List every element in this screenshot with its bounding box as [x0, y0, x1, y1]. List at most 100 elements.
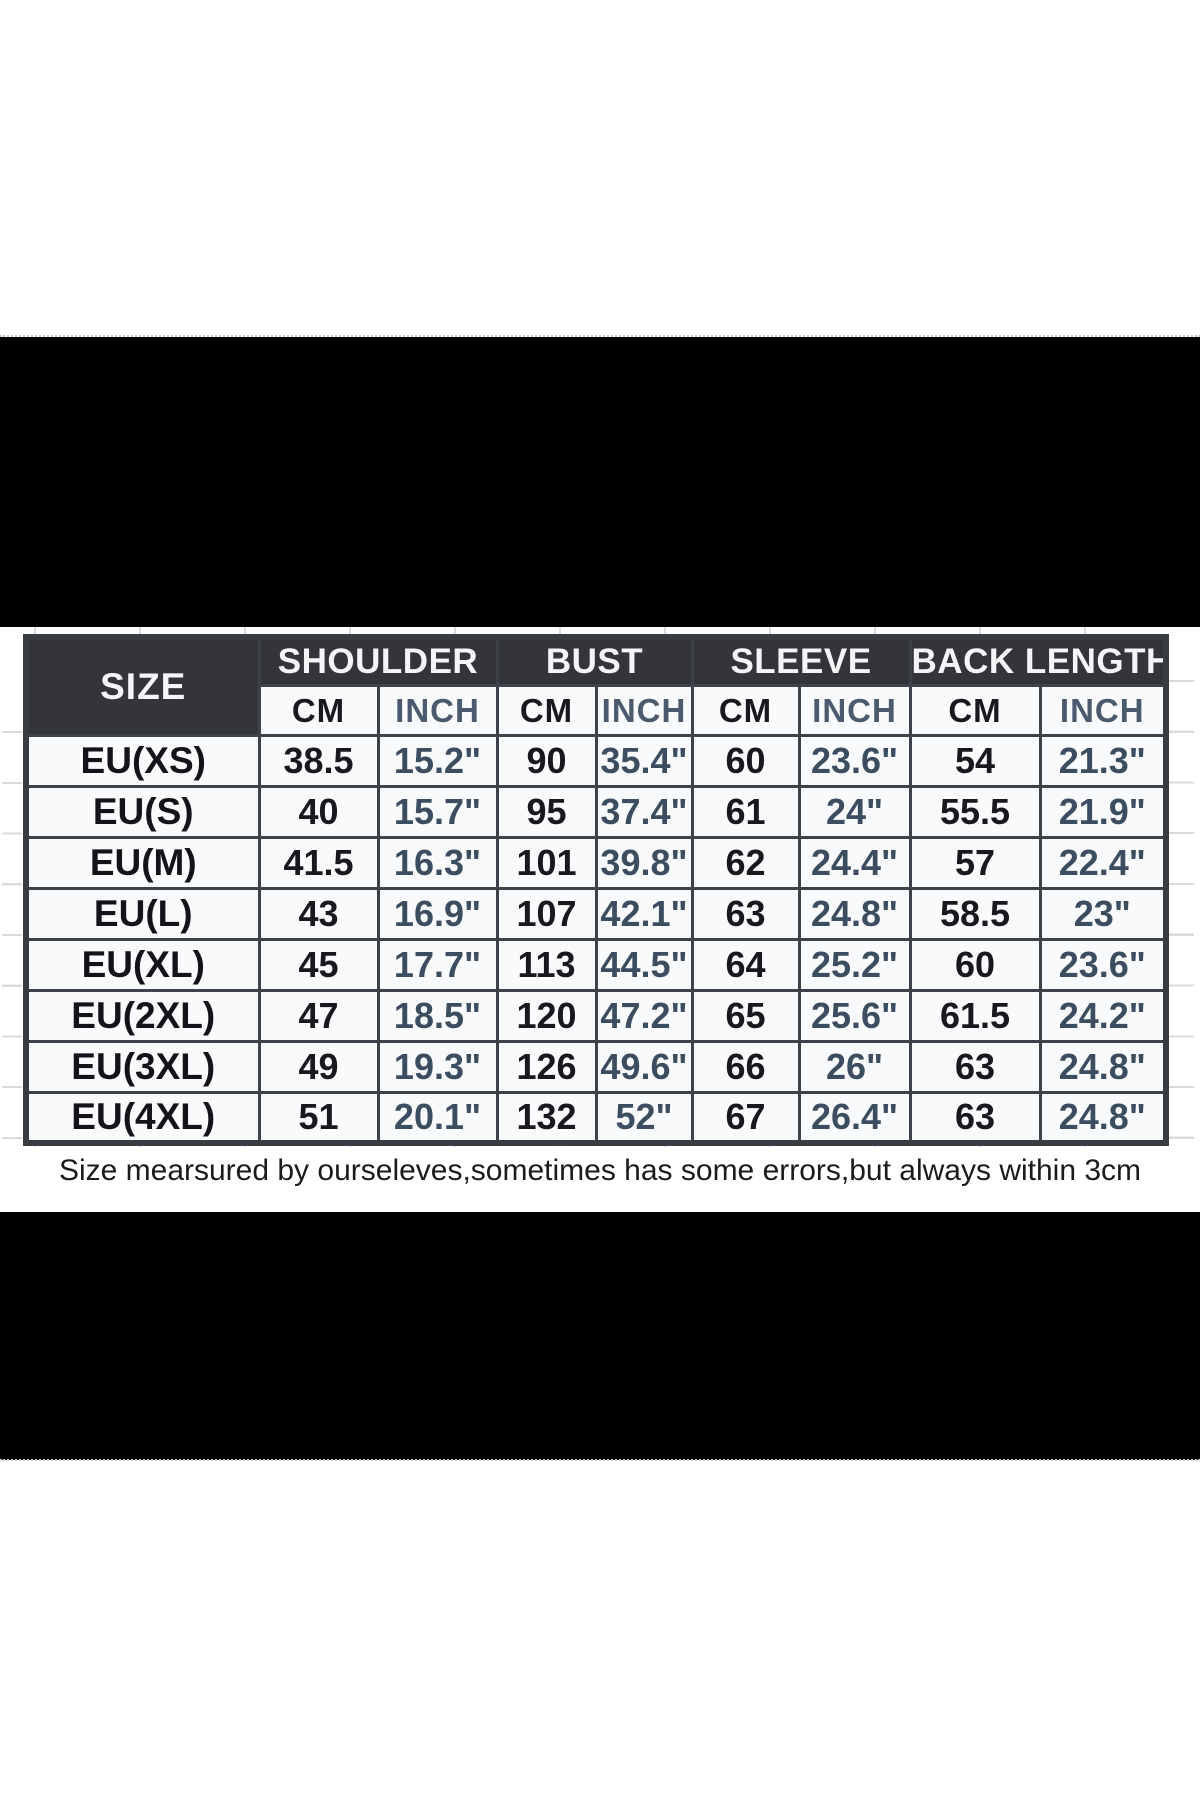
bust-cm-value: 101: [495, 835, 598, 890]
size-label: EU(4XL): [24, 1090, 261, 1145]
back-length-cm-value: 57: [908, 835, 1042, 890]
size-row-eu-m: EU(M) 41.5 16.3" 101 39.8" 62 24.4" 57 2…: [24, 835, 1168, 890]
size-label: EU(3XL): [24, 1039, 261, 1094]
back-length-inch-value: 23.6": [1038, 937, 1168, 992]
bust-group-header: BUST: [495, 635, 694, 687]
back-length-cm-value: 63: [908, 1039, 1042, 1094]
shoulder-cm-value: 51: [257, 1090, 380, 1145]
sleeve-cm-unit-header: CM: [690, 683, 801, 737]
shoulder-cm-value: 49: [257, 1039, 380, 1094]
size-row-eu-3xl: EU(3XL) 49 19.3" 126 49.6" 66 26" 63 24.…: [24, 1039, 1168, 1094]
shoulder-cm-value: 45: [257, 937, 380, 992]
bust-inch-value: 47.2": [594, 988, 694, 1043]
sleeve-cm-value: 62: [690, 835, 801, 890]
size-label: EU(XL): [24, 937, 261, 992]
sleeve-cm-value: 65: [690, 988, 801, 1043]
sleeve-cm-value: 64: [690, 937, 801, 992]
bust-cm-value: 120: [495, 988, 598, 1043]
bust-inch-value: 42.1": [594, 886, 694, 941]
gridline-stubs-right-of-table: [1166, 680, 1194, 1141]
back-length-cm-value: 61.5: [908, 988, 1042, 1043]
bust-inch-value: 52": [594, 1090, 694, 1145]
bust-cm-value: 95: [495, 784, 598, 839]
size-label: EU(XS): [24, 733, 261, 788]
shoulder-inch-value: 15.7": [376, 784, 499, 839]
size-label: EU(S): [24, 784, 261, 839]
back-length-inch-value: 23": [1038, 886, 1168, 941]
back-length-group-header: BACK LENGTH: [908, 635, 1168, 687]
size-row-eu-4xl: EU(4XL) 51 20.1" 132 52" 67 26.4" 63 24.…: [24, 1090, 1168, 1145]
header-group-row: SIZE SHOULDER BUST SLEEVE BACK LENGTH: [24, 635, 1168, 737]
bust-inch-unit-header: INCH: [594, 683, 694, 737]
shoulder-inch-value: 20.1": [376, 1090, 499, 1145]
sleeve-cm-value: 60: [690, 733, 801, 788]
header-units-row: CM INCH CM INCH CM INCH CM INCH: [26, 683, 1168, 737]
sleeve-inch-value: 24.8": [797, 886, 912, 941]
bottom-bar-dotted-edge: [0, 1459, 1200, 1461]
back-length-inch-value: 22.4": [1038, 835, 1168, 890]
back-length-cm-value: 55.5: [908, 784, 1042, 839]
bust-inch-value: 44.5": [594, 937, 694, 992]
sleeve-cm-value: 66: [690, 1039, 801, 1094]
back-length-cm-unit-header: CM: [908, 683, 1042, 737]
measurement-disclaimer-text: Size mearsured by ourseleves,sometimes h…: [58, 1154, 1142, 1187]
sleeve-inch-value: 26.4": [797, 1090, 912, 1145]
shoulder-inch-value: 16.3": [376, 835, 499, 890]
back-length-inch-value: 21.9": [1038, 784, 1168, 839]
back-length-inch-value: 24.8": [1038, 1090, 1168, 1145]
back-length-inch-value: 24.2": [1038, 988, 1168, 1043]
sleeve-inch-value: 26": [797, 1039, 912, 1094]
top-black-bar: [0, 337, 1200, 627]
shoulder-inch-value: 17.7": [376, 937, 499, 992]
bust-cm-value: 90: [495, 733, 598, 788]
bust-inch-value: 35.4": [594, 733, 694, 788]
shoulder-inch-value: 18.5": [376, 988, 499, 1043]
sleeve-cm-value: 63: [690, 886, 801, 941]
shoulder-inch-value: 15.2": [376, 733, 499, 788]
bust-cm-value: 132: [495, 1090, 598, 1145]
shoulder-cm-unit-header: CM: [257, 683, 380, 737]
shoulder-inch-unit-header: INCH: [376, 683, 499, 737]
sleeve-inch-value: 23.6": [797, 733, 912, 788]
sleeve-cm-value: 67: [690, 1090, 801, 1145]
gridline-stubs-left-of-table: [2, 731, 22, 1141]
shoulder-cm-value: 38.5: [257, 733, 380, 788]
sleeve-group-header: SLEEVE: [690, 635, 912, 687]
bust-cm-value: 113: [495, 937, 598, 992]
shoulder-inch-value: 16.9": [376, 886, 499, 941]
size-row-eu-xs: EU(XS) 38.5 15.2" 90 35.4" 60 23.6" 54 2…: [24, 733, 1168, 788]
gridline-stubs-above-table: [34, 627, 1164, 634]
sleeve-cm-value: 61: [690, 784, 801, 839]
size-row-eu-2xl: EU(2XL) 47 18.5" 120 47.2" 65 25.6" 61.5…: [24, 988, 1168, 1043]
bust-cm-value: 126: [495, 1039, 598, 1094]
back-length-cm-value: 60: [908, 937, 1042, 992]
shoulder-cm-value: 40: [257, 784, 380, 839]
size-chart-table: SIZE SHOULDER BUST SLEEVE BACK LENGTH CM…: [23, 634, 1170, 1146]
size-column-header: SIZE: [24, 635, 261, 737]
bust-cm-unit-header: CM: [495, 683, 598, 737]
sleeve-inch-value: 24": [797, 784, 912, 839]
shoulder-inch-value: 19.3": [376, 1039, 499, 1094]
bust-cm-value: 107: [495, 886, 598, 941]
sleeve-inch-value: 25.6": [797, 988, 912, 1043]
bottom-black-bar: [0, 1212, 1200, 1460]
back-length-cm-value: 54: [908, 733, 1042, 788]
size-row-eu-xl: EU(XL) 45 17.7" 113 44.5" 64 25.2" 60 23…: [24, 937, 1168, 992]
back-length-inch-value: 24.8": [1038, 1039, 1168, 1094]
size-label: EU(2XL): [24, 988, 261, 1043]
back-length-inch-unit-header: INCH: [1038, 683, 1168, 737]
bust-inch-value: 37.4": [594, 784, 694, 839]
size-row-eu-s: EU(S) 40 15.7" 95 37.4" 61 24" 55.5 21.9…: [24, 784, 1168, 839]
size-row-eu-l: EU(L) 43 16.9" 107 42.1" 63 24.8" 58.5 2…: [24, 886, 1168, 941]
sleeve-inch-value: 24.4": [797, 835, 912, 890]
size-label: EU(L): [24, 886, 261, 941]
bust-inch-value: 49.6": [594, 1039, 694, 1094]
back-length-inch-value: 21.3": [1038, 733, 1168, 788]
back-length-cm-value: 63: [908, 1090, 1042, 1145]
sleeve-inch-value: 25.2": [797, 937, 912, 992]
shoulder-cm-value: 41.5: [257, 835, 380, 890]
sleeve-inch-unit-header: INCH: [797, 683, 912, 737]
back-length-cm-value: 58.5: [908, 886, 1042, 941]
bust-inch-value: 39.8": [594, 835, 694, 890]
